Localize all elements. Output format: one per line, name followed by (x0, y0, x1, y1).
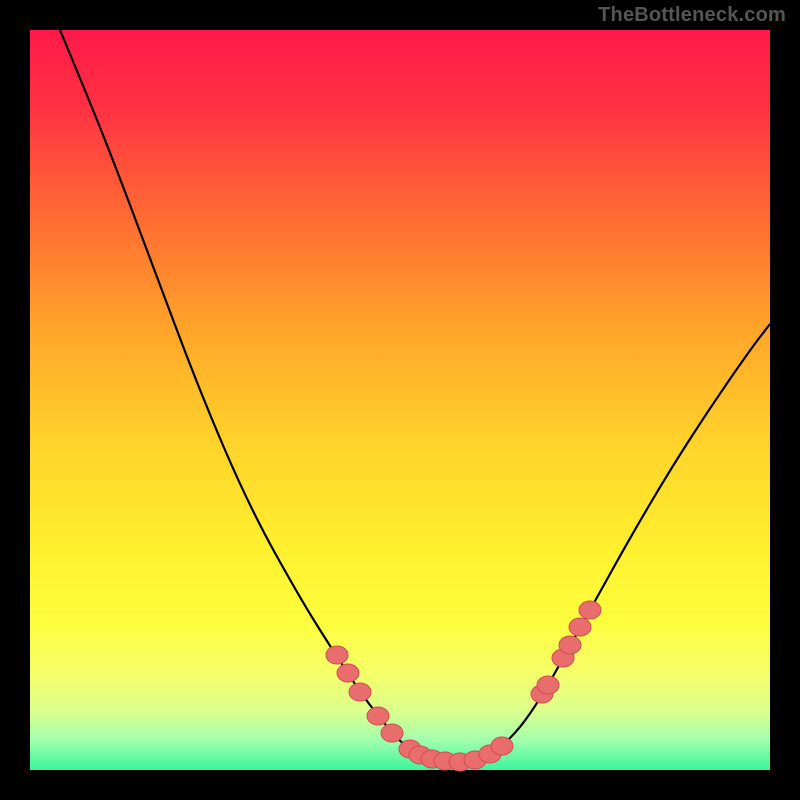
marker-point (367, 707, 389, 725)
marker-point (349, 683, 371, 701)
marker-point (569, 618, 591, 636)
watermark-text: TheBottleneck.com (598, 4, 786, 27)
chart-frame: TheBottleneck.com (0, 0, 800, 800)
marker-point (381, 724, 403, 742)
marker-point (491, 737, 513, 755)
marker-point (537, 676, 559, 694)
plot-background (30, 30, 770, 770)
marker-point (337, 664, 359, 682)
marker-point (559, 636, 581, 654)
bottleneck-chart (0, 0, 800, 800)
marker-point (579, 601, 601, 619)
marker-point (326, 646, 348, 664)
